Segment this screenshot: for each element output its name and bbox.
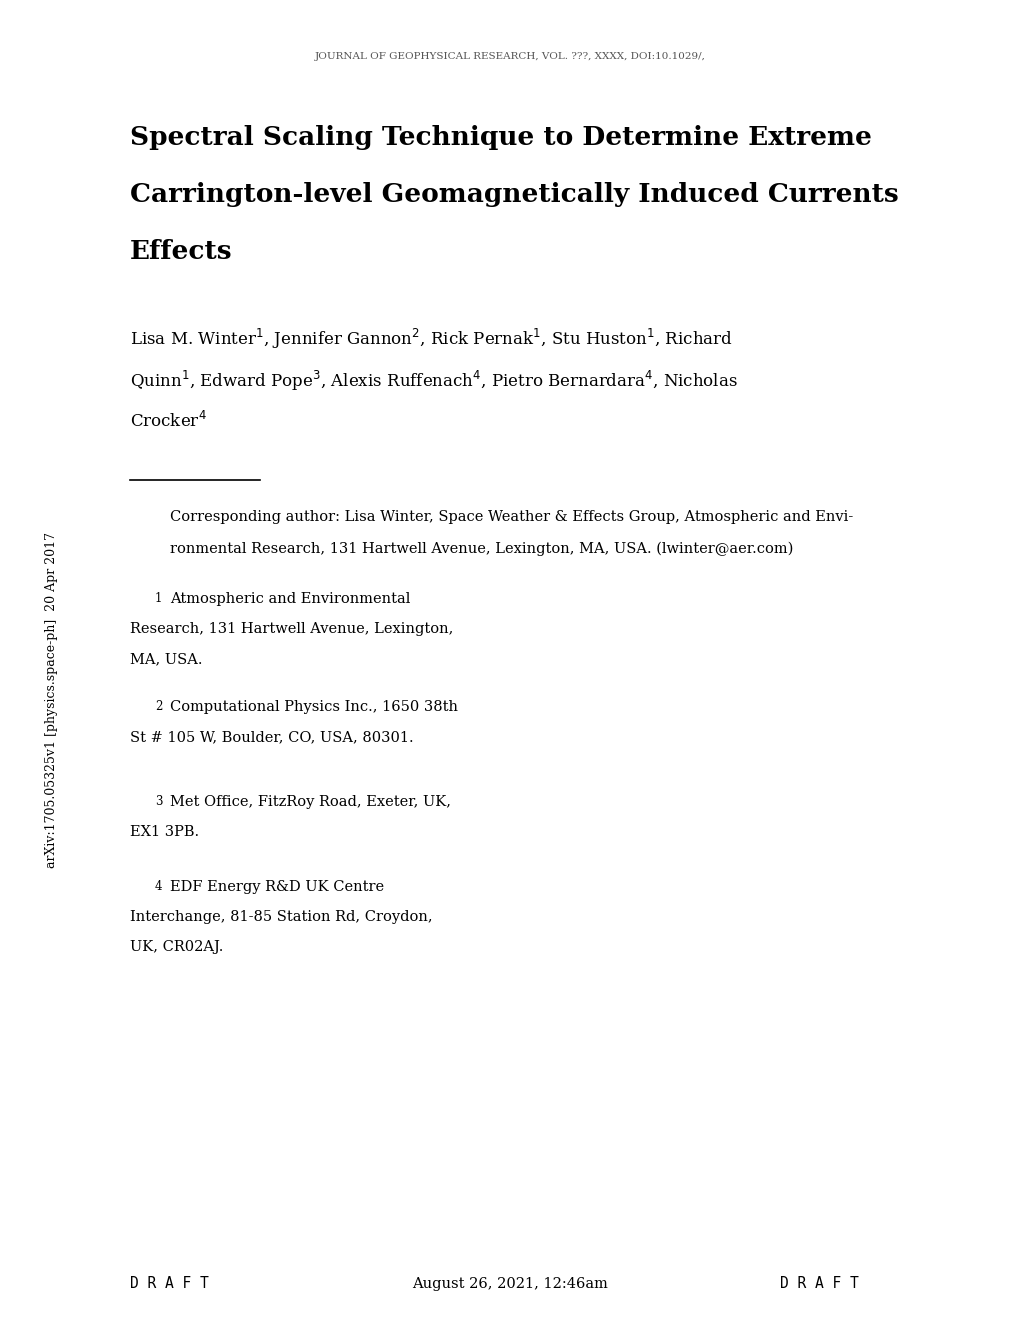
Text: arXiv:1705.05325v1 [physics.space-ph]  20 Apr 2017: arXiv:1705.05325v1 [physics.space-ph] 20… [46, 532, 58, 869]
Text: EDF Energy R&D UK Centre: EDF Energy R&D UK Centre [170, 880, 384, 894]
Text: Quinn$^1$, Edward Pope$^3$, Alexis Ruffenach$^4$, Pietro Bernardara$^4$, Nichola: Quinn$^1$, Edward Pope$^3$, Alexis Ruffe… [129, 370, 737, 393]
Text: Met Office, FitzRoy Road, Exeter, UK,: Met Office, FitzRoy Road, Exeter, UK, [170, 795, 450, 809]
Text: Effects: Effects [129, 239, 232, 264]
Text: EX1 3PB.: EX1 3PB. [129, 825, 199, 840]
Text: D R A F T: D R A F T [780, 1276, 858, 1291]
Text: Crocker$^4$: Crocker$^4$ [129, 411, 207, 432]
Text: MA, USA.: MA, USA. [129, 652, 203, 667]
Text: August 26, 2021, 12:46am: August 26, 2021, 12:46am [412, 1276, 607, 1291]
Text: Spectral Scaling Technique to Determine Extreme: Spectral Scaling Technique to Determine … [129, 125, 871, 150]
Text: Computational Physics Inc., 1650 38th: Computational Physics Inc., 1650 38th [170, 700, 458, 714]
Text: JOURNAL OF GEOPHYSICAL RESEARCH, VOL. ???, XXXX, DOI:10.1029/,: JOURNAL OF GEOPHYSICAL RESEARCH, VOL. ??… [314, 51, 705, 61]
Text: 2: 2 [155, 700, 162, 713]
Text: St # 105 W, Boulder, CO, USA, 80301.: St # 105 W, Boulder, CO, USA, 80301. [129, 730, 414, 744]
Text: Carrington-level Geomagnetically Induced Currents: Carrington-level Geomagnetically Induced… [129, 182, 898, 207]
Text: 3: 3 [155, 795, 162, 808]
Text: Research, 131 Hartwell Avenue, Lexington,: Research, 131 Hartwell Avenue, Lexington… [129, 622, 452, 636]
Text: ronmental Research, 131 Hartwell Avenue, Lexington, MA, USA. (lwinter@aer.com): ronmental Research, 131 Hartwell Avenue,… [170, 543, 793, 557]
Text: Atmospheric and Environmental: Atmospheric and Environmental [170, 591, 410, 606]
Text: Interchange, 81-85 Station Rd, Croydon,: Interchange, 81-85 Station Rd, Croydon, [129, 909, 432, 924]
Text: UK, CR02AJ.: UK, CR02AJ. [129, 940, 223, 954]
Text: Lisa M. Winter$^1$, Jennifer Gannon$^2$, Rick Pernak$^1$, Stu Huston$^1$, Richar: Lisa M. Winter$^1$, Jennifer Gannon$^2$,… [129, 327, 733, 351]
Text: 4: 4 [155, 880, 162, 894]
Text: D R A F T: D R A F T [129, 1276, 209, 1291]
Text: 1: 1 [155, 591, 162, 605]
Text: Corresponding author: Lisa Winter, Space Weather & Effects Group, Atmospheric an: Corresponding author: Lisa Winter, Space… [170, 510, 853, 524]
